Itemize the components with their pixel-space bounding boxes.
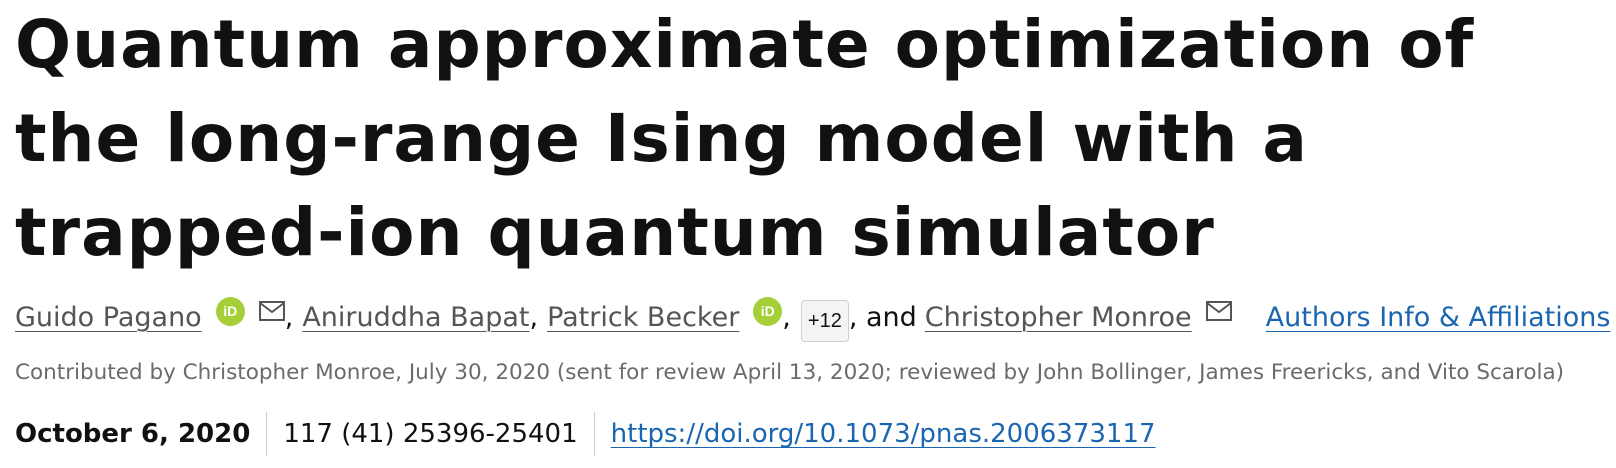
citation: 117 (41) 25396-25401: [283, 419, 578, 449]
article-title: Quantum approximate optimization of the …: [15, 6, 1475, 271]
author-aniruddha-bapat[interactable]: Aniruddha Bapat: [302, 301, 530, 333]
publication-meta: October 6, 2020 117 (41) 25396-25401 htt…: [15, 412, 1156, 456]
mail-icon[interactable]: [1205, 301, 1232, 321]
author-separator: ,: [529, 301, 539, 333]
author-separator: ,: [782, 301, 791, 333]
doi-link[interactable]: https://doi.org/10.1073/pnas.2006373117: [610, 419, 1156, 449]
orcid-icon[interactable]: iD: [215, 296, 245, 326]
author-patrick-becker[interactable]: Patrick Becker: [547, 301, 740, 333]
more-authors-button[interactable]: +12: [800, 300, 849, 342]
authors-info-link[interactable]: Authors Info & Affiliations: [1265, 301, 1611, 333]
author-list: Guido Pagano iD , Aniruddha Bapat , Patr…: [15, 292, 1610, 342]
meta-divider: [266, 412, 268, 456]
and-separator: , and: [848, 301, 917, 333]
orcid-icon[interactable]: iD: [753, 296, 783, 326]
meta-divider: [593, 412, 595, 456]
author-separator: ,: [284, 301, 294, 333]
contribution-note: Contributed by Christopher Monroe, July …: [15, 360, 1565, 385]
author-guido-pagano[interactable]: Guido Pagano: [15, 301, 202, 333]
mail-icon[interactable]: [258, 301, 285, 321]
author-christopher-monroe[interactable]: Christopher Monroe: [924, 301, 1192, 333]
publication-date: October 6, 2020: [15, 419, 251, 449]
